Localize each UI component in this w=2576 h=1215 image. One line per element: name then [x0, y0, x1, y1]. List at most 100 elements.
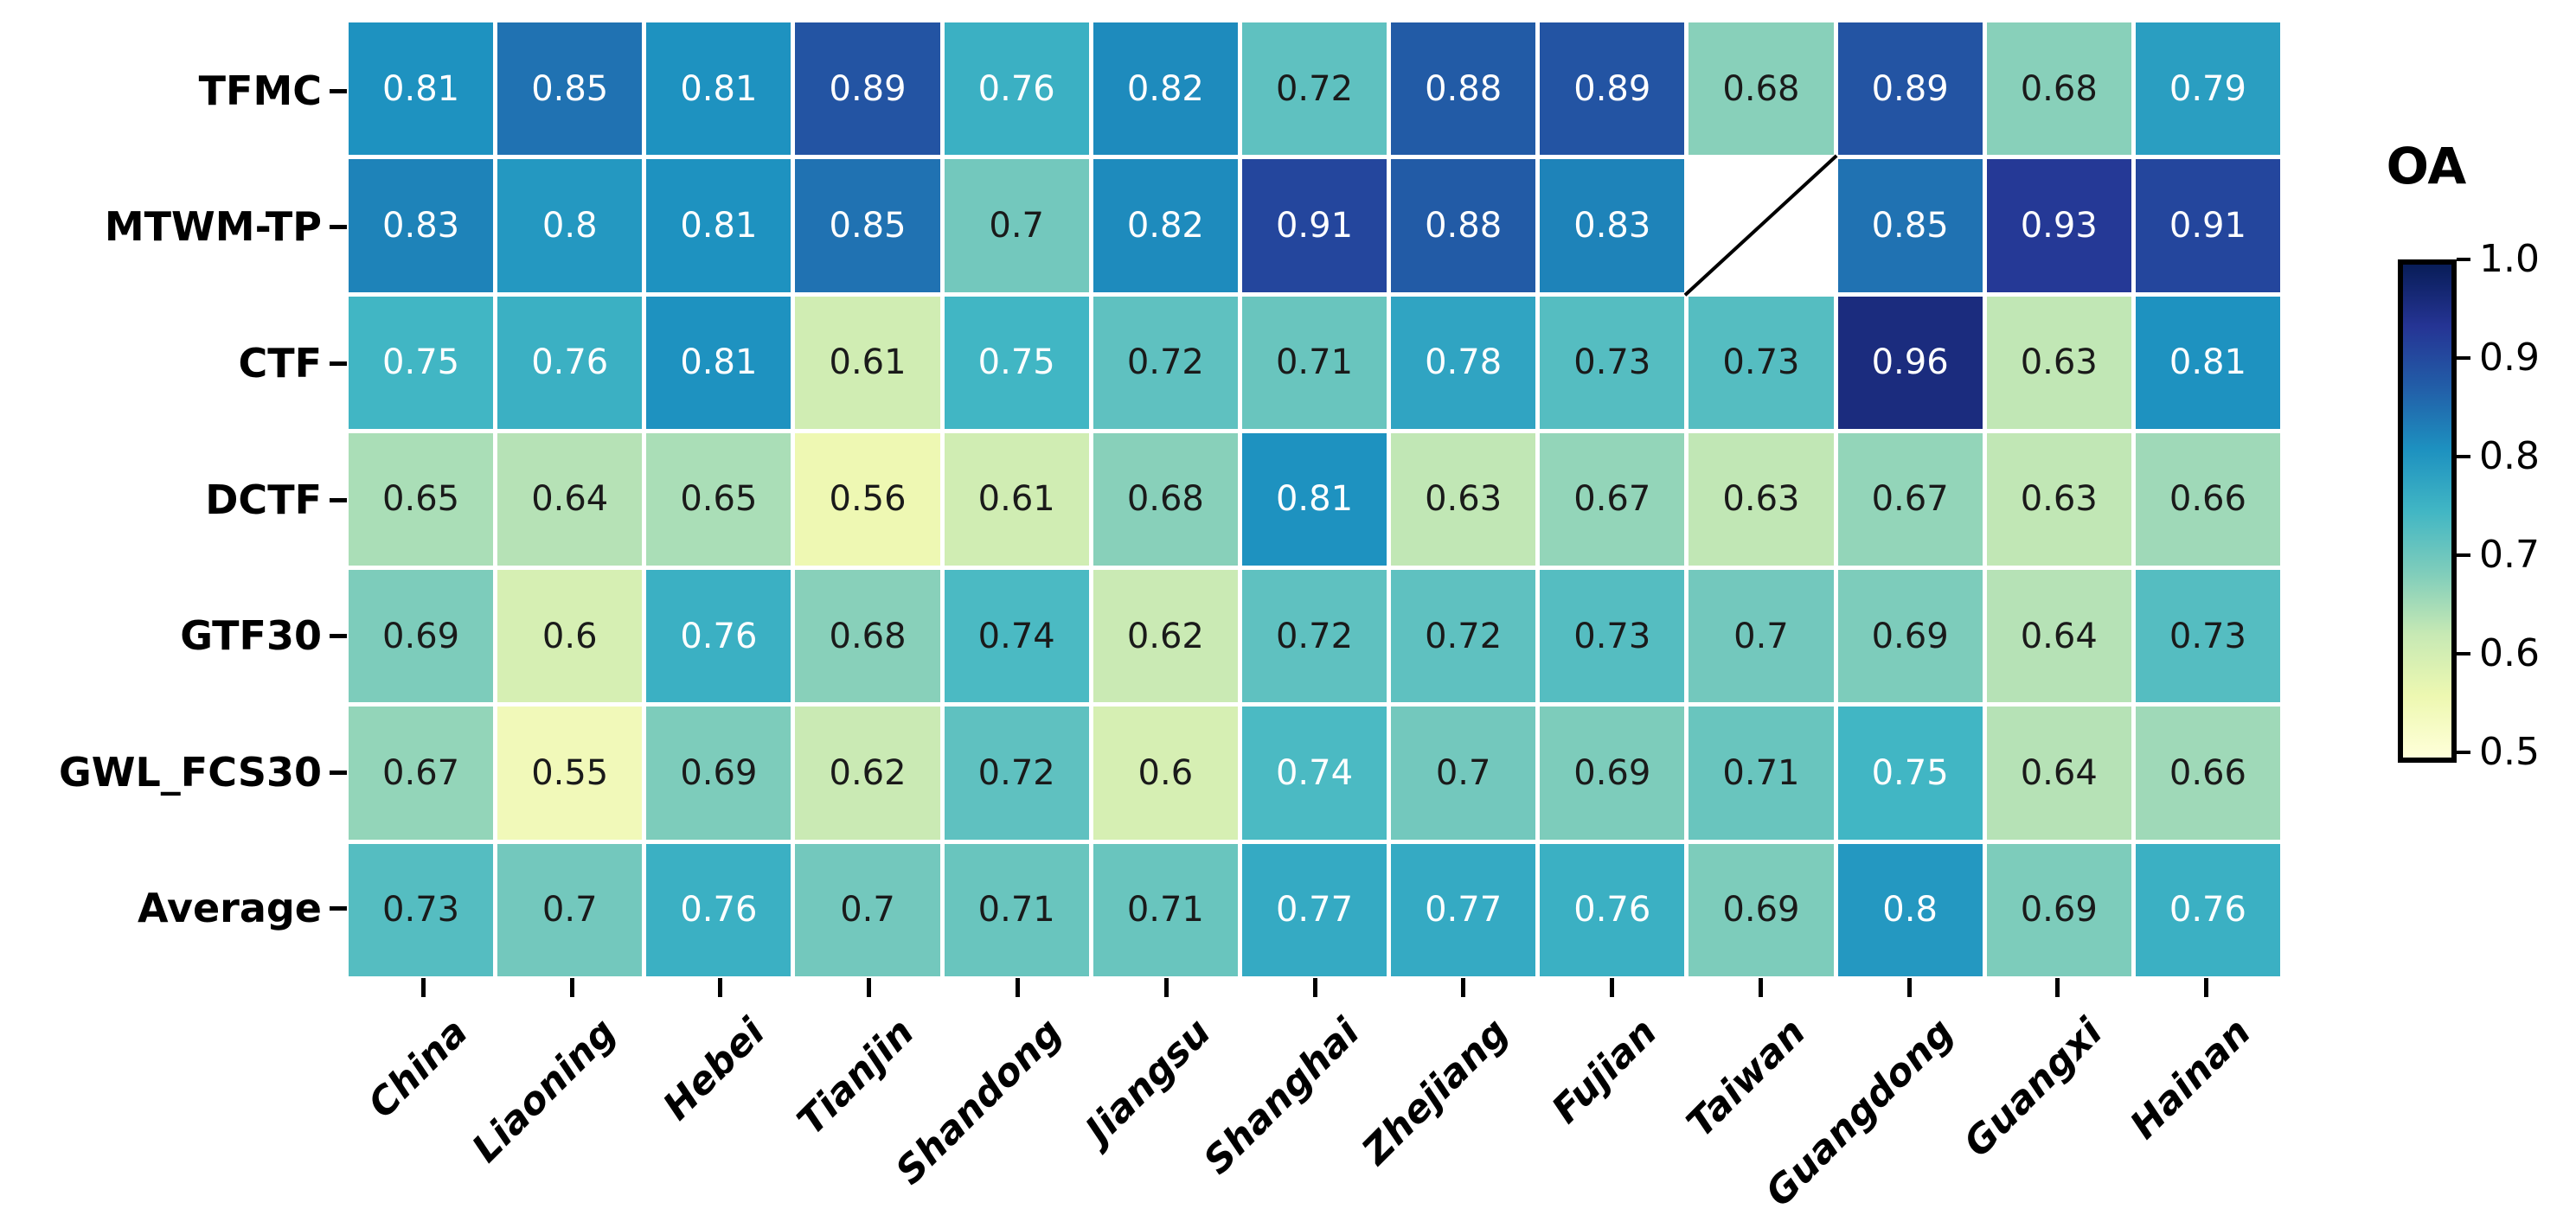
cell-value: 0.91 [2169, 205, 2246, 246]
x-axis-label: Liaoning [464, 1010, 625, 1172]
heatmap-cell: 0.55 [497, 707, 643, 840]
cell-value: 0.73 [2169, 616, 2246, 656]
cell-value: 0.65 [680, 479, 758, 520]
x-axis-label: Shanghai [1195, 1010, 1368, 1183]
row-label: DCTF [205, 476, 322, 523]
cell-value: 0.62 [829, 753, 907, 794]
cell-value: 0.69 [382, 616, 460, 656]
x-tick-mark [1312, 978, 1317, 997]
colorbar-tick-mark [2457, 652, 2470, 655]
cell-value: 0.76 [680, 616, 758, 656]
cell-value: 0.82 [1126, 68, 1204, 109]
colorbar-tick-mark [2457, 455, 2470, 458]
cell-value: 0.81 [1275, 479, 1354, 520]
heatmap-cell: 0.67 [1837, 432, 1983, 566]
heatmap-cell: 0.8 [497, 159, 643, 292]
heatmap-cell: 0.63 [1391, 432, 1536, 566]
cell-value: 0.72 [1275, 616, 1354, 656]
row-label: GTF30 [180, 612, 322, 660]
heatmap-cell: 0.7 [944, 159, 1089, 292]
heatmap-cell: 0.91 [2135, 159, 2280, 292]
cell-value: 0.7 [989, 205, 1044, 246]
heatmap-cell: 0.71 [1241, 296, 1387, 429]
cell-value: 0.71 [977, 890, 1055, 930]
heatmap-cell: 0.85 [795, 159, 940, 292]
cell-value: 0.89 [829, 68, 907, 109]
heatmap-cell: 0.74 [1241, 707, 1387, 840]
cell-value: 0.76 [531, 342, 609, 383]
cell-value: 0.68 [1126, 479, 1204, 520]
cell-value: 0.81 [680, 342, 758, 383]
heatmap-cell: 0.73 [1540, 296, 1685, 429]
heatmap-cell: 0.7 [497, 843, 643, 976]
cell-value: 0.89 [1871, 68, 1949, 109]
heatmap-cell: 0.76 [497, 296, 643, 429]
cell-value: 0.66 [2169, 479, 2246, 520]
row-label: MTWM-TP [104, 203, 322, 251]
heatmap-cell: 0.69 [1688, 843, 1834, 976]
heatmap-cell: 0.82 [1093, 22, 1238, 156]
heatmap-cell: 0.75 [1837, 707, 1983, 840]
heatmap-cell: 0.93 [1986, 159, 2131, 292]
heatmap-cell: 0.69 [646, 707, 791, 840]
y-tick-mark [330, 906, 347, 911]
heatmap-cell: 0.89 [1540, 22, 1685, 156]
heatmap-cell: 0.91 [1241, 159, 1387, 292]
heatmap-cell: 0.64 [497, 432, 643, 566]
cell-value: 0.7 [1733, 616, 1789, 656]
cell-value: 0.72 [1425, 616, 1503, 656]
cell-value: 0.56 [829, 479, 907, 520]
heatmap-cell: 0.8 [1837, 843, 1983, 976]
cell-value: 0.77 [1425, 890, 1503, 930]
heatmap-cell: 0.68 [1986, 22, 2131, 156]
cell-value: 0.64 [2020, 616, 2098, 656]
heatmap-cell: 0.56 [795, 432, 940, 566]
colorbar-tick-mark [2457, 356, 2470, 360]
cell-value: 0.79 [2169, 68, 2246, 109]
heatmap-cell: 0.73 [1540, 570, 1685, 703]
heatmap-cell: 0.71 [1093, 843, 1238, 976]
cell-value: 0.69 [1722, 890, 1800, 930]
x-tick-mark [1461, 978, 1466, 997]
x-tick-mark [1015, 978, 1020, 997]
cell-value: 0.8 [1882, 890, 1938, 930]
cell-value: 0.69 [2020, 890, 2098, 930]
heatmap-cell: 0.81 [1241, 432, 1387, 566]
heatmap-cell: 0.75 [349, 296, 494, 429]
cell-value: 0.7 [541, 890, 598, 930]
cell-value: 0.7 [840, 890, 895, 930]
x-tick-mark [1610, 978, 1615, 997]
cell-value: 0.85 [1871, 205, 1949, 246]
heatmap-cell: 0.72 [1093, 296, 1238, 429]
heatmap-cell: 0.63 [1986, 296, 2131, 429]
heatmap-cell: 0.81 [646, 296, 791, 429]
colorbar-title: OA [2386, 137, 2467, 195]
heatmap-cell: 0.73 [2135, 570, 2280, 703]
cell-value: 0.63 [2020, 342, 2098, 383]
colorbar-gradient [2398, 259, 2457, 763]
heatmap-cell: 0.65 [349, 432, 494, 566]
row-label: TFMC [198, 67, 322, 114]
cell-value: 0.63 [1425, 479, 1503, 520]
cell-value: 0.61 [829, 342, 907, 383]
cell-value: 0.73 [1573, 342, 1651, 383]
heatmap-cell: 0.64 [1986, 707, 2131, 840]
row-label: GWL_FCS30 [59, 748, 322, 796]
heatmap-cell: 0.71 [1688, 707, 1834, 840]
heatmap-cell: 0.68 [1688, 22, 1834, 156]
heatmap-cell: 0.76 [646, 843, 791, 976]
x-tick-mark [2055, 978, 2060, 997]
heatmap-cell: 0.68 [1093, 432, 1238, 566]
heatmap-cell: 0.69 [1986, 843, 2131, 976]
heatmap-cell: 0.65 [646, 432, 791, 566]
x-tick-mark [867, 978, 872, 997]
heatmap-cell: 0.85 [1837, 159, 1983, 292]
row-label: CTF [238, 339, 322, 387]
cell-value: 0.8 [541, 205, 598, 246]
heatmap-cell: 0.88 [1391, 22, 1536, 156]
x-tick-mark [1163, 978, 1169, 997]
cell-value: 0.64 [2020, 753, 2098, 794]
x-axis-label: Hainan [2122, 1010, 2260, 1148]
heatmap-cell: 0.88 [1391, 159, 1536, 292]
